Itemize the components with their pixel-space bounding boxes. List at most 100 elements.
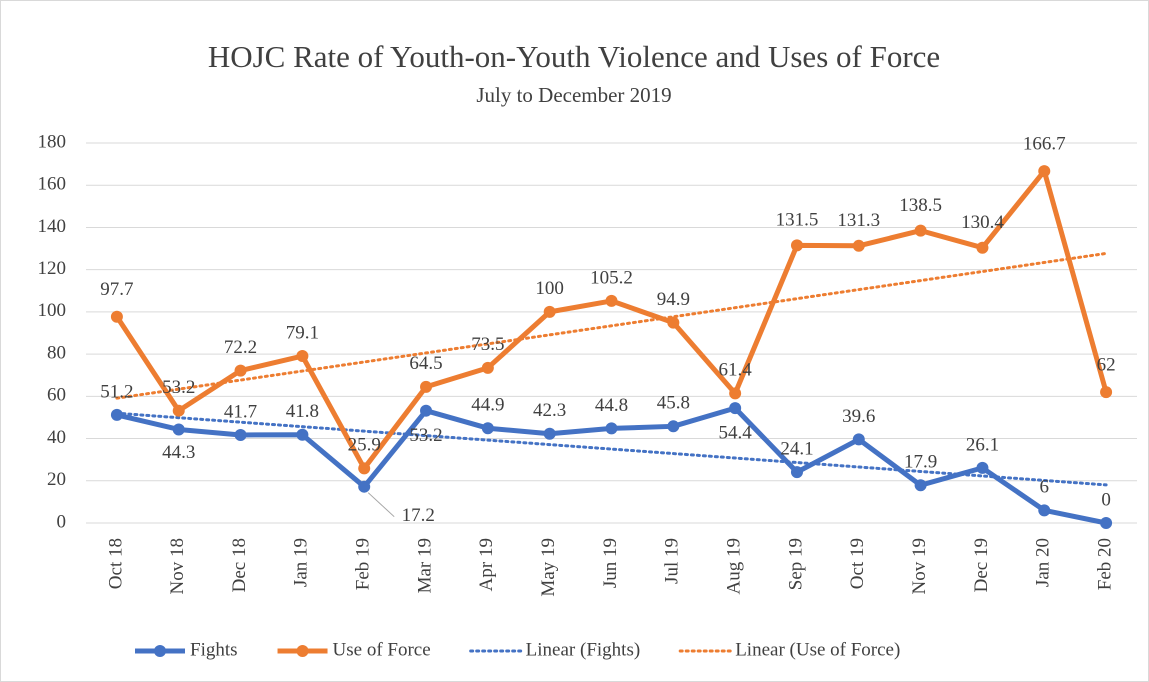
data-label: 79.1 — [286, 322, 319, 343]
data-label: 72.2 — [224, 337, 257, 358]
data-label: 45.8 — [657, 393, 690, 414]
data-label: 100 — [535, 278, 564, 299]
y-tick-label: 80 — [47, 342, 66, 363]
data-label: 26.1 — [966, 434, 999, 455]
data-label: 97.7 — [100, 279, 133, 300]
point — [914, 224, 927, 237]
data-label: 17.9 — [904, 452, 937, 473]
legend-label: Use of Force — [333, 639, 431, 660]
data-label: 39.6 — [842, 406, 875, 427]
data-label: 53.2 — [409, 425, 442, 446]
point — [358, 462, 371, 475]
point — [481, 422, 494, 435]
y-tick-label: 40 — [47, 427, 66, 448]
data-label: 94.9 — [657, 289, 690, 310]
data-label: 105.2 — [590, 267, 633, 288]
data-label: 64.5 — [409, 353, 442, 374]
chart-subtitle: July to December 2019 — [476, 83, 671, 107]
x-tick-label: Jan 20 — [1033, 538, 1054, 587]
point — [543, 427, 556, 440]
point — [296, 350, 309, 363]
y-tick-label: 120 — [38, 258, 67, 279]
x-tick-label: Nov 19 — [909, 538, 930, 594]
point — [543, 305, 556, 318]
data-label: 44.3 — [162, 442, 195, 463]
x-tick-label: Jul 19 — [662, 538, 683, 584]
point — [420, 380, 433, 393]
legend-label: Linear (Use of Force) — [735, 639, 900, 660]
data-label: 0 — [1101, 489, 1111, 510]
legend-label: Linear (Fights) — [526, 639, 641, 660]
data-label: 73.5 — [471, 334, 504, 355]
data-label: 166.7 — [1023, 133, 1066, 154]
point — [976, 461, 989, 474]
data-label: 131.5 — [776, 210, 819, 231]
data-label: 42.3 — [533, 400, 566, 421]
point — [234, 364, 247, 377]
data-label: 25.9 — [348, 435, 381, 456]
point — [1100, 386, 1113, 399]
point — [481, 361, 494, 374]
x-tick-label: May 19 — [538, 538, 559, 597]
point — [110, 408, 123, 421]
x-tick-label: Sep 19 — [785, 538, 806, 590]
data-label: 51.2 — [100, 381, 133, 402]
y-tick-label: 140 — [38, 216, 67, 237]
point — [1038, 504, 1051, 517]
y-tick-label: 0 — [57, 511, 67, 532]
x-tick-label: Apr 19 — [476, 538, 497, 591]
x-tick-label: Feb 20 — [1094, 538, 1115, 590]
point — [605, 422, 618, 435]
data-label: 54.4 — [719, 423, 753, 444]
point — [234, 428, 247, 441]
leader-line — [367, 492, 395, 518]
data-label: 138.5 — [899, 195, 942, 216]
y-tick-label: 180 — [38, 131, 67, 152]
data-label: 131.3 — [837, 210, 880, 231]
y-tick-label: 60 — [47, 385, 66, 406]
point — [790, 466, 803, 479]
data-label: 24.1 — [780, 438, 813, 459]
data-label: 17.2 — [402, 505, 435, 526]
data-label: 41.7 — [224, 401, 257, 422]
point — [420, 404, 433, 417]
legend-marker — [296, 645, 309, 657]
x-tick-label: Aug 19 — [724, 538, 745, 594]
trendline — [115, 411, 1108, 487]
point — [1038, 165, 1051, 178]
data-label: 44.9 — [471, 395, 504, 416]
x-tick-label: Jun 19 — [600, 538, 621, 588]
point — [605, 294, 618, 307]
point — [790, 239, 803, 252]
x-tick-label: Oct 18 — [105, 538, 126, 589]
point — [729, 402, 742, 415]
point — [976, 241, 989, 254]
data-label: 41.8 — [286, 401, 319, 422]
data-label: 61.4 — [719, 360, 753, 381]
data-label: 44.8 — [595, 395, 628, 416]
point — [172, 423, 185, 436]
point — [1100, 517, 1113, 529]
y-tick-label: 160 — [38, 174, 67, 195]
point — [729, 387, 742, 400]
legend-marker — [154, 645, 166, 657]
point — [667, 420, 680, 433]
x-tick-label: Nov 18 — [167, 538, 188, 594]
x-tick-label: Oct 19 — [847, 538, 868, 589]
data-label: 53.2 — [162, 377, 195, 398]
x-tick-label: Dec 19 — [971, 538, 992, 592]
legend-label: Fights — [190, 639, 238, 660]
point — [296, 428, 309, 441]
point — [110, 310, 123, 323]
data-label: 62 — [1097, 354, 1116, 375]
trendline — [115, 251, 1108, 400]
x-tick-label: Mar 19 — [414, 538, 435, 593]
point — [667, 316, 680, 329]
y-tick-label: 100 — [38, 300, 67, 321]
point — [852, 433, 865, 446]
point — [852, 239, 865, 252]
y-tick-label: 20 — [47, 469, 66, 490]
data-label: 6 — [1040, 477, 1050, 498]
